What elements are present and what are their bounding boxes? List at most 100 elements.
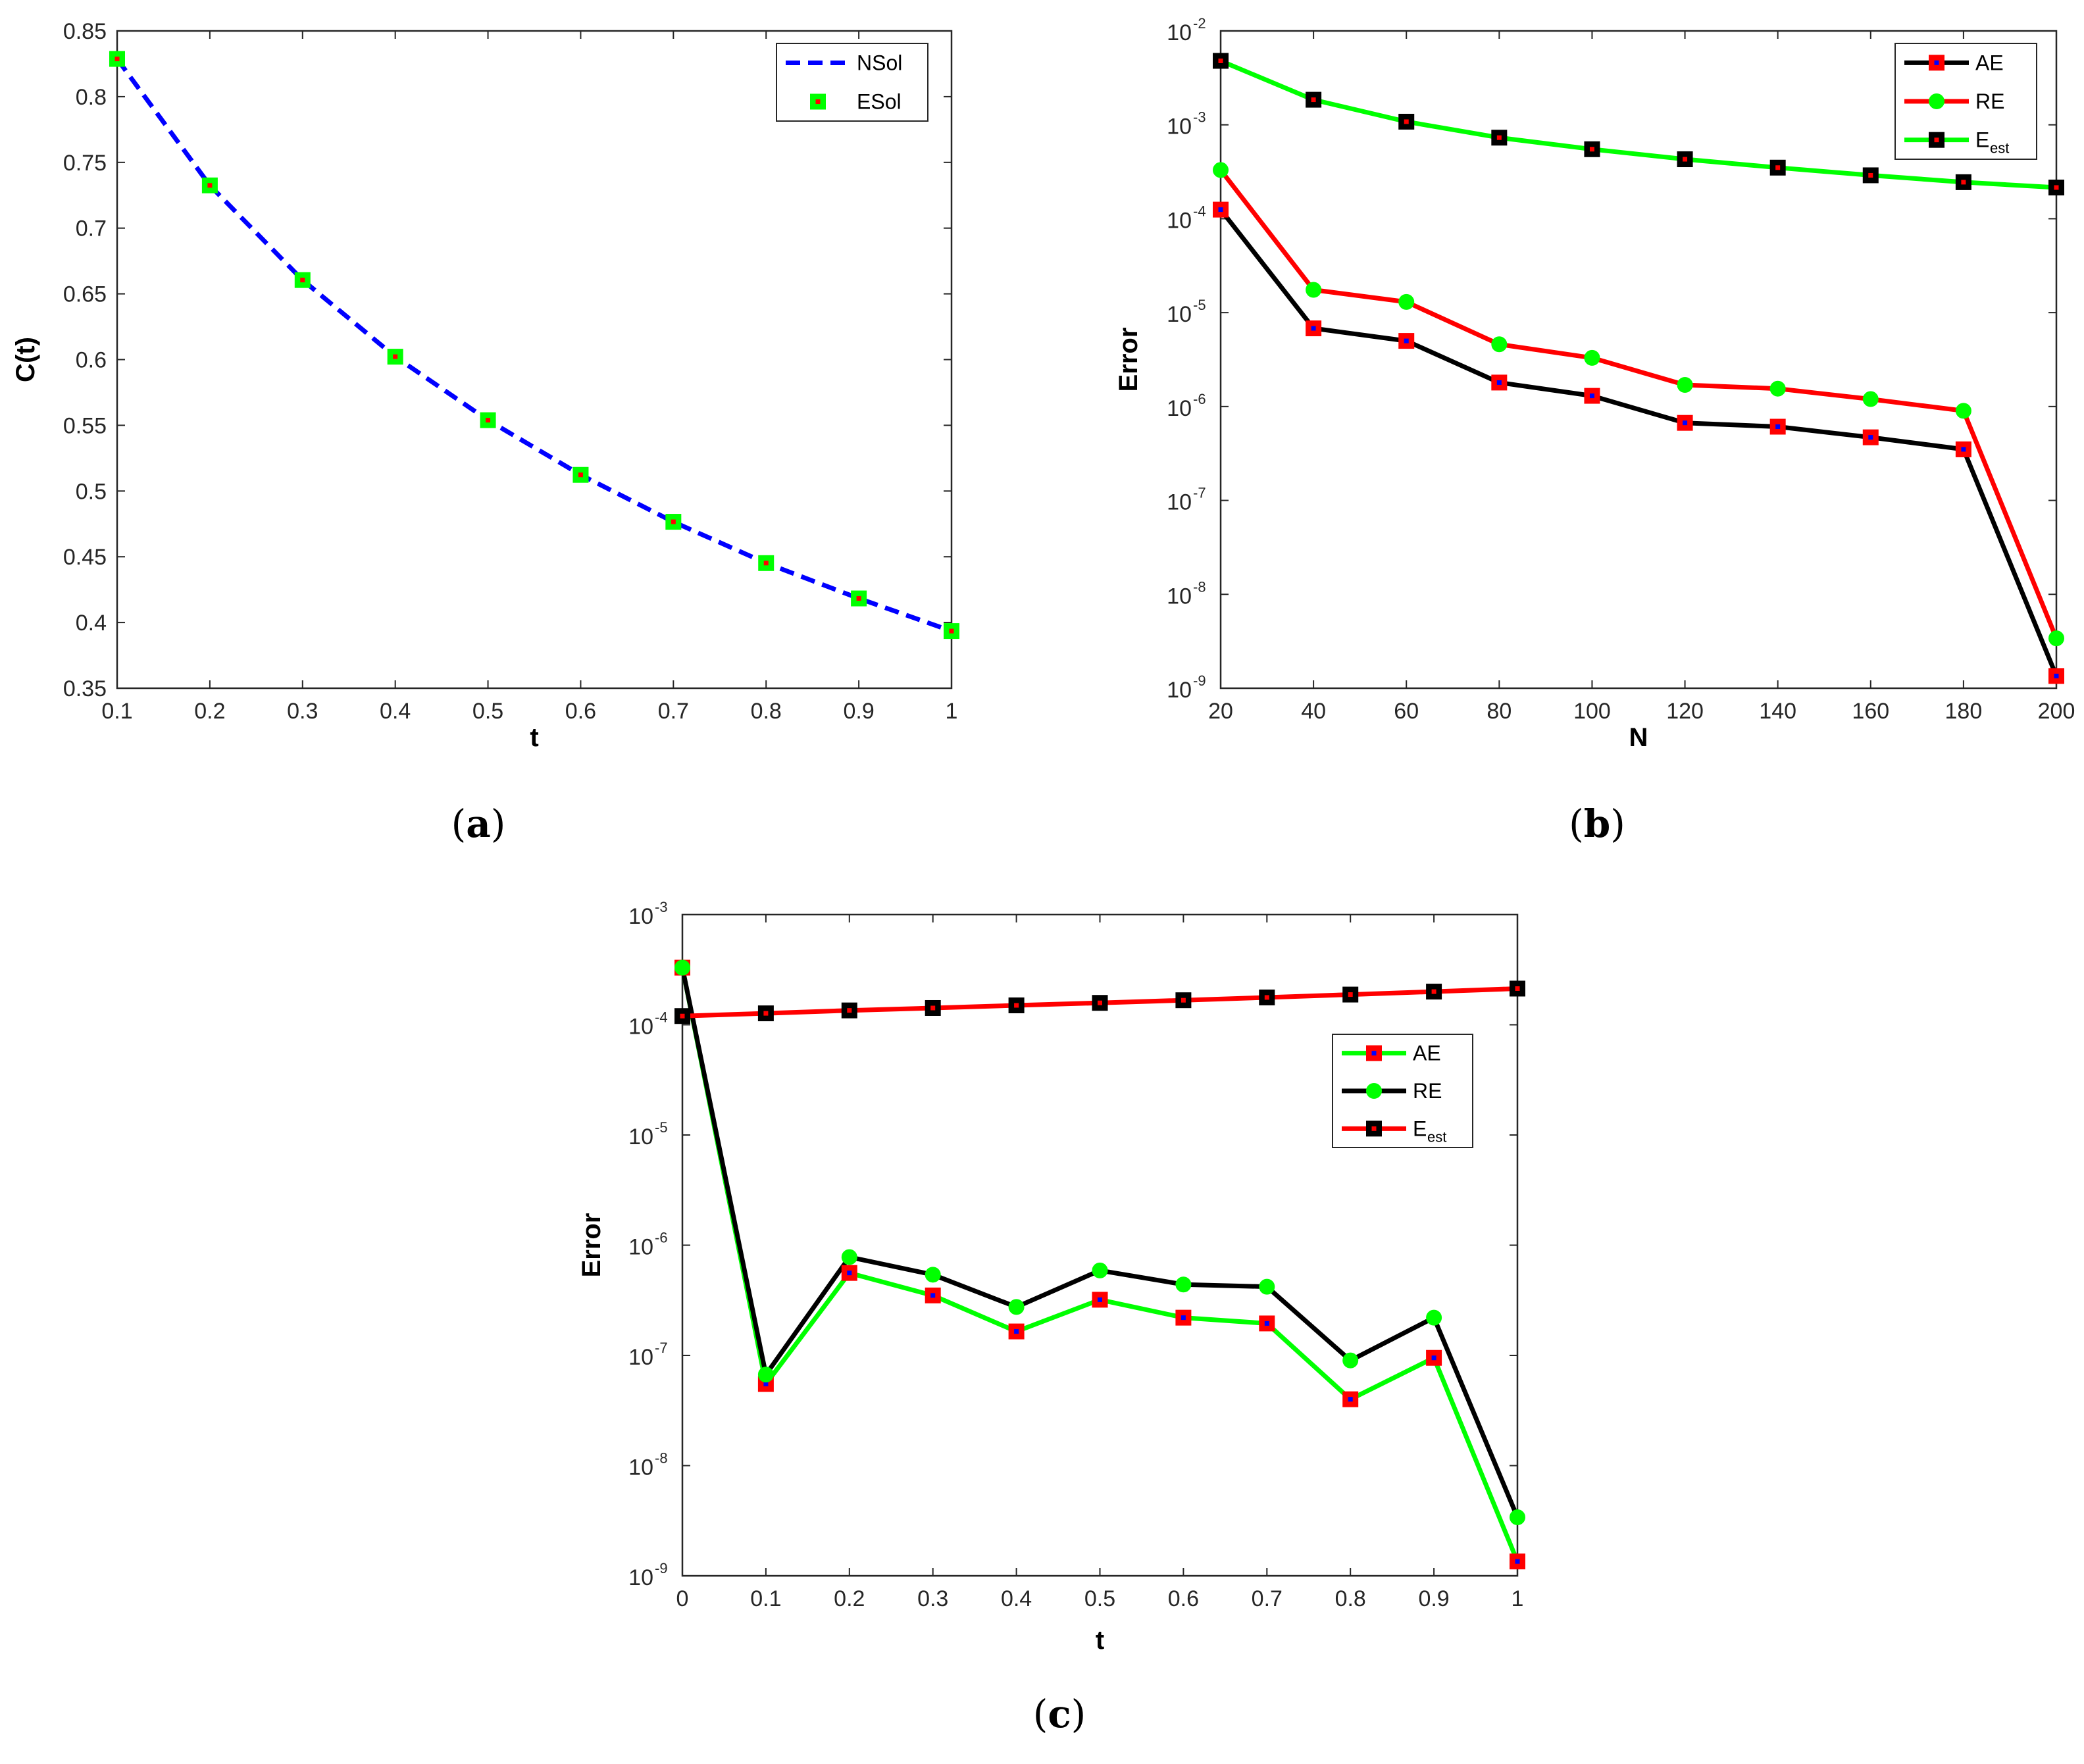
data-point-ae-dot: [930, 1293, 936, 1298]
y-tick-label: 0.75: [63, 151, 107, 176]
y-tick-label: 0.7: [76, 216, 107, 241]
data-point-e-dot: [763, 1011, 769, 1016]
data-point-re: [1955, 403, 1971, 419]
data-point-re: [1510, 1509, 1525, 1525]
data-point-ae-dot: [1218, 207, 1223, 213]
y-tick-label: 10: [1167, 114, 1192, 139]
legend-label-ae: AE: [1975, 51, 2004, 74]
legend: NSol ESol: [776, 43, 928, 122]
data-point-esol-dot: [671, 519, 676, 524]
x-tick-label: 40: [1301, 699, 1326, 724]
data-point-ae-dot: [1431, 1355, 1436, 1361]
x-tick-label: 1: [946, 699, 958, 724]
data-point-e-dot: [1218, 58, 1223, 63]
y-tick-label: 10: [1167, 20, 1192, 45]
y-tick-exponent: -4: [1193, 203, 1206, 219]
x-tick-label: 0.2: [194, 699, 225, 724]
legend-marker-re: [1929, 93, 1944, 109]
data-point-esol-dot: [486, 418, 491, 423]
x-axis-label: t: [1096, 1626, 1104, 1655]
data-point-re: [1769, 380, 1786, 397]
y-tick-label: 10: [628, 1455, 653, 1480]
data-point-re: [1213, 162, 1229, 178]
chart-panel-c: 0 0.1 0.2 0.3 0.4 0.5 0.6 0.7 0.8 0.9 110 -910 -810-…: [577, 899, 1525, 1736]
y-tick-label: 0.6: [76, 348, 107, 373]
data-point-ae-dot: [1775, 424, 1781, 429]
legend-label-nsol: NSol: [857, 51, 902, 75]
x-tick-label: 0.6: [1168, 1586, 1199, 1611]
series-line-ae: [1219, 208, 2059, 677]
data-point-e-dot: [1348, 992, 1353, 997]
series-line-e: [1219, 59, 2057, 190]
data-point-re: [841, 1249, 857, 1265]
x-tick-label: 140: [1759, 699, 1796, 724]
y-tick-label: 10: [1167, 678, 1192, 703]
y-tick-label: 0.8: [76, 85, 107, 110]
data-point-ae-dot: [2054, 673, 2059, 678]
data-point-e-dot: [1311, 97, 1316, 103]
legend-label-e: E: [1413, 1117, 1427, 1140]
x-tick-label: 180: [1945, 699, 1983, 724]
caption-letter: c: [1048, 1692, 1071, 1736]
caption-paren-close: ): [491, 801, 506, 846]
legend-marker-re: [1366, 1083, 1382, 1099]
data-point-re: [2048, 630, 2064, 647]
y-tick-label: 10: [628, 1124, 653, 1149]
x-tick-label: 160: [1852, 699, 1889, 724]
data-point-re: [757, 1367, 774, 1383]
data-point-e-dot: [2054, 185, 2059, 190]
y-axis-label: Error: [1114, 328, 1143, 392]
y-tick-label: 0.65: [63, 282, 107, 307]
y-tick-label: 10: [1167, 584, 1192, 609]
caption-paren-open: (: [1569, 801, 1584, 846]
plot-area: [681, 913, 1519, 1577]
y-tick-label: 10: [1167, 302, 1192, 327]
data-point-re: [1259, 1278, 1275, 1295]
y-tick-label: 10: [628, 1565, 653, 1590]
data-point-esol-dot: [393, 354, 398, 359]
data-point-re: [1092, 1262, 1108, 1278]
x-tick-label: 120: [1666, 699, 1704, 724]
y-tick-exponent: -7: [655, 1340, 668, 1356]
data-point-re: [1584, 349, 1600, 366]
x-tick-label: 60: [1394, 699, 1419, 724]
data-point-e-dot: [847, 1008, 852, 1013]
legend-marker-ae-dot: [1371, 1051, 1377, 1056]
data-point-re: [1342, 1352, 1359, 1369]
data-point-ae-dot: [1589, 393, 1594, 399]
y-tick-exponent: -6: [655, 1230, 668, 1246]
data-point-esol-dot: [300, 278, 305, 283]
data-point-e-dot: [1431, 989, 1436, 994]
y-tick-exponent: -8: [655, 1450, 668, 1467]
y-tick-label: 10: [628, 1345, 653, 1370]
data-point-ae-dot: [847, 1271, 852, 1276]
x-tick-label: 0.3: [287, 699, 318, 724]
y-tick-label: 0.5: [76, 479, 107, 504]
data-point-ae-dot: [1868, 435, 1873, 440]
caption-letter: b: [1584, 801, 1611, 846]
x-tick-label: 0.4: [1001, 1586, 1032, 1611]
data-point-e-dot: [1683, 157, 1688, 162]
data-point-e-dot: [1496, 135, 1502, 140]
y-tick-label: 10: [628, 1015, 653, 1040]
y-tick-label: 0.35: [63, 676, 107, 701]
legend-marker-e-dot: [1371, 1126, 1377, 1131]
y-tick-label: 10: [1167, 396, 1192, 421]
x-tick-label: 0.7: [658, 699, 689, 724]
x-tick-label: 0.9: [1418, 1586, 1449, 1611]
x-tick-label: 0.3: [917, 1586, 948, 1611]
x-tick-label: 0.5: [1084, 1586, 1115, 1611]
caption-paren-close: ): [1071, 1692, 1086, 1736]
x-tick-label: 20: [1208, 699, 1233, 724]
y-tick-label: 0.4: [76, 611, 107, 636]
data-point-e-dot: [1868, 172, 1873, 178]
y-tick-label: 10: [1167, 208, 1192, 233]
y-tick-exponent: -2: [1193, 15, 1206, 32]
legend-label-re: RE: [1975, 89, 2004, 113]
x-tick-label: 80: [1487, 699, 1512, 724]
data-point-re: [1306, 282, 1322, 298]
y-tick-exponent: -5: [655, 1119, 668, 1136]
chart-panel-b: 20 40 60 80 100 120 140 160 180 20010-910-810-710…: [1114, 15, 2075, 846]
series-line-re: [1219, 168, 2059, 640]
data-point-ae-dot: [1098, 1297, 1102, 1302]
